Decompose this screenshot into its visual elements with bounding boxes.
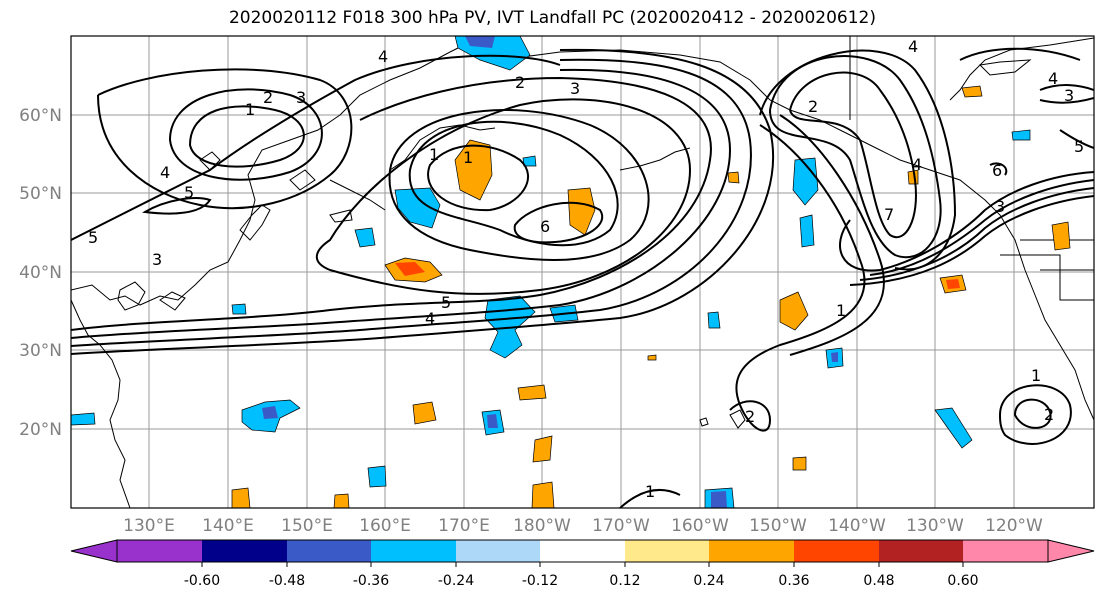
colorbar-extend-max (1047, 539, 1095, 563)
contour-label: 2 (515, 73, 525, 92)
lon-label: 140°E (202, 516, 254, 536)
colorbar: -0.60 -0.48 -0.36 -0.24 -0.12 0.12 0.24 … (70, 539, 1095, 589)
lat-label: 40°N (19, 263, 62, 283)
colorbar-segment (117, 540, 202, 562)
colorbar-label: -0.24 (438, 573, 474, 589)
lon-label: 150°E (281, 516, 333, 536)
lon-label: 150°W (749, 516, 807, 536)
contour-label: 4 (1048, 69, 1058, 88)
map-frame (70, 35, 1095, 509)
colorbar-segment (540, 540, 625, 562)
coastlines (71, 36, 1094, 508)
contour-label: 3 (995, 197, 1005, 216)
contour-label: 5 (88, 228, 98, 247)
contour-label: 3 (152, 250, 162, 269)
contour-label: 3 (296, 88, 306, 107)
colorbar-segment (287, 540, 371, 562)
colorbar-outline (116, 539, 1049, 563)
longitude-labels: 130°E 140°E 150°E 160°E 170°E 180°W 170°… (123, 516, 1043, 536)
contour-label: 5 (1074, 137, 1084, 156)
lon-label: 170°E (438, 516, 490, 536)
contour-label: 5 (441, 293, 451, 312)
contour-label: 6 (992, 161, 1002, 180)
colorbar-segment (202, 540, 287, 562)
lon-label: 130°E (123, 516, 175, 536)
map-title: 2020020112 F018 300 hPa PV, IVT Landfall… (228, 8, 876, 28)
colorbar-extend-min (70, 539, 118, 563)
contour-label: 1 (429, 145, 439, 164)
lon-label: 120°W (985, 516, 1043, 536)
lon-label: 160°E (359, 516, 411, 536)
colorbar-labels: -0.60 -0.48 -0.36 -0.24 -0.12 0.12 0.24 … (184, 573, 979, 589)
lon-label: 140°W (828, 516, 886, 536)
contour-labels: 4 2 1 3 3 2 4 5 5 3 1 1 6 5 4 4 4 3 7 6 … (88, 37, 1084, 501)
colorbar-segment (625, 540, 709, 562)
colorbar-label: 0.24 (693, 573, 724, 589)
contour-label: 1 (645, 482, 655, 501)
contour-label: 2 (263, 88, 273, 107)
contour-label: 4 (908, 37, 918, 56)
contour-label: 1 (836, 301, 846, 320)
colorbar-label: 0.36 (778, 573, 809, 589)
colorbar-label: -0.36 (353, 573, 389, 589)
colorbar-segment (794, 540, 879, 562)
colorbar-segment (879, 540, 963, 562)
contour-label: 4 (912, 155, 922, 174)
colorbar-label: -0.48 (269, 573, 305, 589)
contour-label: 5 (184, 183, 194, 202)
contour-label: 3 (1064, 86, 1074, 105)
lon-label: 170°W (592, 516, 650, 536)
contour-label: 1 (463, 148, 473, 167)
contour-label: 1 (1031, 366, 1041, 385)
colorbar-ticks (201, 562, 964, 567)
contour-label: 4 (425, 309, 435, 328)
lon-label: 180°W (513, 516, 571, 536)
colorbar-label: 0.60 (947, 573, 978, 589)
contour-label: 2 (808, 97, 818, 116)
contour-label: 2 (1044, 405, 1054, 424)
colorbar-label: 0.12 (609, 573, 640, 589)
colorbar-segment (963, 540, 1048, 562)
contour-label: 6 (540, 217, 550, 236)
colorbar-segment (371, 540, 456, 562)
contour-label: 7 (884, 205, 894, 224)
contour-label: 4 (160, 163, 170, 182)
lat-label: 60°N (19, 106, 62, 126)
contour-label: 2 (745, 407, 755, 426)
lat-label: 20°N (19, 420, 62, 440)
contour-label: 4 (378, 47, 388, 66)
latitude-labels: 60°N 50°N 40°N 30°N 20°N (19, 106, 62, 440)
lat-label: 30°N (19, 341, 62, 361)
contour-label: 1 (245, 100, 255, 119)
lon-label: 160°W (671, 516, 729, 536)
lat-label: 50°N (19, 184, 62, 204)
lon-label: 130°W (906, 516, 964, 536)
colorbar-label: 0.48 (863, 573, 894, 589)
colorbar-segment (709, 540, 794, 562)
ivt-contours (71, 47, 1094, 508)
colorbar-label: -0.12 (522, 573, 558, 589)
contour-label: 3 (570, 79, 580, 98)
colorbar-label: -0.60 (184, 573, 220, 589)
colorbar-segment (456, 540, 540, 562)
